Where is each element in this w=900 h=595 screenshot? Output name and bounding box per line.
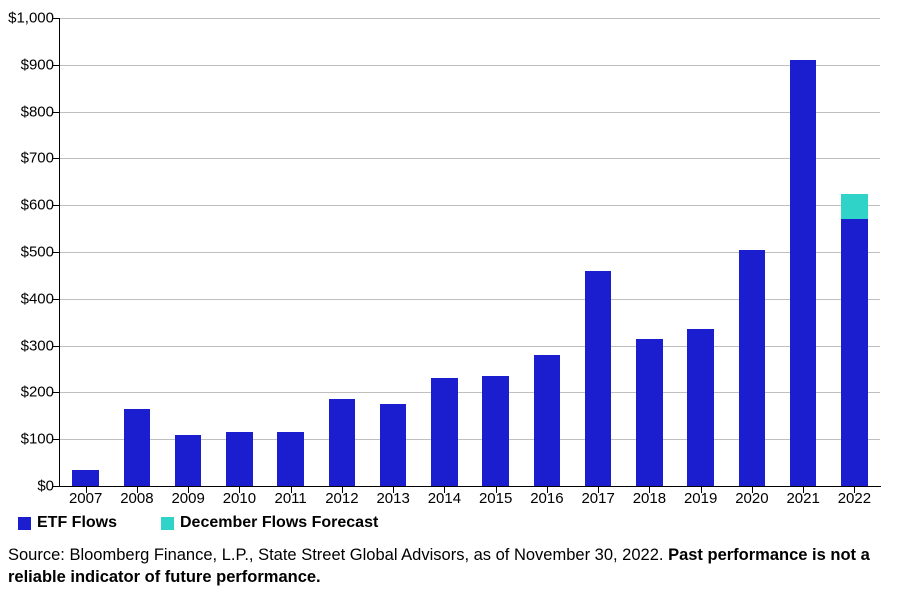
y-tick-label: $800	[4, 103, 54, 120]
gridline	[60, 158, 880, 159]
x-tick-label: 2011	[265, 490, 316, 507]
x-tick-label: 2008	[111, 490, 162, 507]
source-attribution: Source: Bloomberg Finance, L.P., State S…	[8, 544, 878, 589]
y-tick-label: $500	[4, 244, 54, 261]
bar-etf-flows	[72, 470, 99, 486]
x-tick-label: 2018	[624, 490, 675, 507]
y-tick-label: $0	[4, 478, 54, 495]
x-tick-label: 2022	[829, 490, 880, 507]
bar-etf-flows	[277, 432, 304, 486]
y-tick-label: $200	[4, 384, 54, 401]
x-tick-label: 2016	[521, 490, 572, 507]
bar-etf-flows	[687, 329, 714, 486]
chart-legend: ETF Flows December Flows Forecast	[18, 514, 378, 532]
x-tick-label: 2020	[726, 490, 777, 507]
bar-etf-flows	[431, 378, 458, 486]
x-tick-label: 2014	[419, 490, 470, 507]
bar-december-flows-forecast	[841, 194, 868, 220]
etf-flows-chart: ETF Flows December Flows Forecast Source…	[0, 0, 900, 595]
bar-etf-flows	[329, 399, 356, 486]
x-tick-label: 2009	[163, 490, 214, 507]
legend-label: ETF Flows	[37, 514, 117, 532]
bar-etf-flows	[534, 355, 561, 486]
bar-etf-flows	[790, 60, 817, 486]
x-tick-label: 2017	[573, 490, 624, 507]
y-tick-label: $1,000	[4, 10, 54, 27]
bar-etf-flows	[482, 376, 509, 486]
legend-swatch	[18, 517, 31, 530]
x-tick-label: 2021	[778, 490, 829, 507]
gridline	[60, 112, 880, 113]
bar-etf-flows	[380, 404, 407, 486]
plot-area	[60, 18, 880, 486]
y-tick-label: $900	[4, 56, 54, 73]
x-axis-line	[59, 486, 881, 487]
y-tick-label: $300	[4, 337, 54, 354]
y-tick-label: $400	[4, 290, 54, 307]
bar-etf-flows	[226, 432, 253, 486]
x-tick-label: 2015	[470, 490, 521, 507]
legend-swatch	[161, 517, 174, 530]
gridline	[60, 18, 880, 19]
x-tick-label: 2013	[368, 490, 419, 507]
x-tick-label: 2007	[60, 490, 111, 507]
y-tick-label: $600	[4, 197, 54, 214]
bar-etf-flows	[739, 250, 766, 486]
source-text: Source: Bloomberg Finance, L.P., State S…	[8, 546, 668, 564]
legend-item-december-forecast: December Flows Forecast	[161, 514, 378, 532]
bar-etf-flows	[636, 339, 663, 486]
x-tick-label: 2019	[675, 490, 726, 507]
y-tick-label: $700	[4, 150, 54, 167]
gridline	[60, 65, 880, 66]
legend-item-etf-flows: ETF Flows	[18, 514, 117, 532]
legend-label: December Flows Forecast	[180, 514, 378, 532]
bar-etf-flows	[124, 409, 151, 486]
bar-etf-flows	[585, 271, 612, 486]
y-tick-label: $100	[4, 431, 54, 448]
bar-etf-flows	[175, 435, 202, 486]
bar-etf-flows	[841, 219, 868, 486]
x-tick-label: 2010	[214, 490, 265, 507]
x-tick-label: 2012	[316, 490, 367, 507]
gridline	[60, 205, 880, 206]
